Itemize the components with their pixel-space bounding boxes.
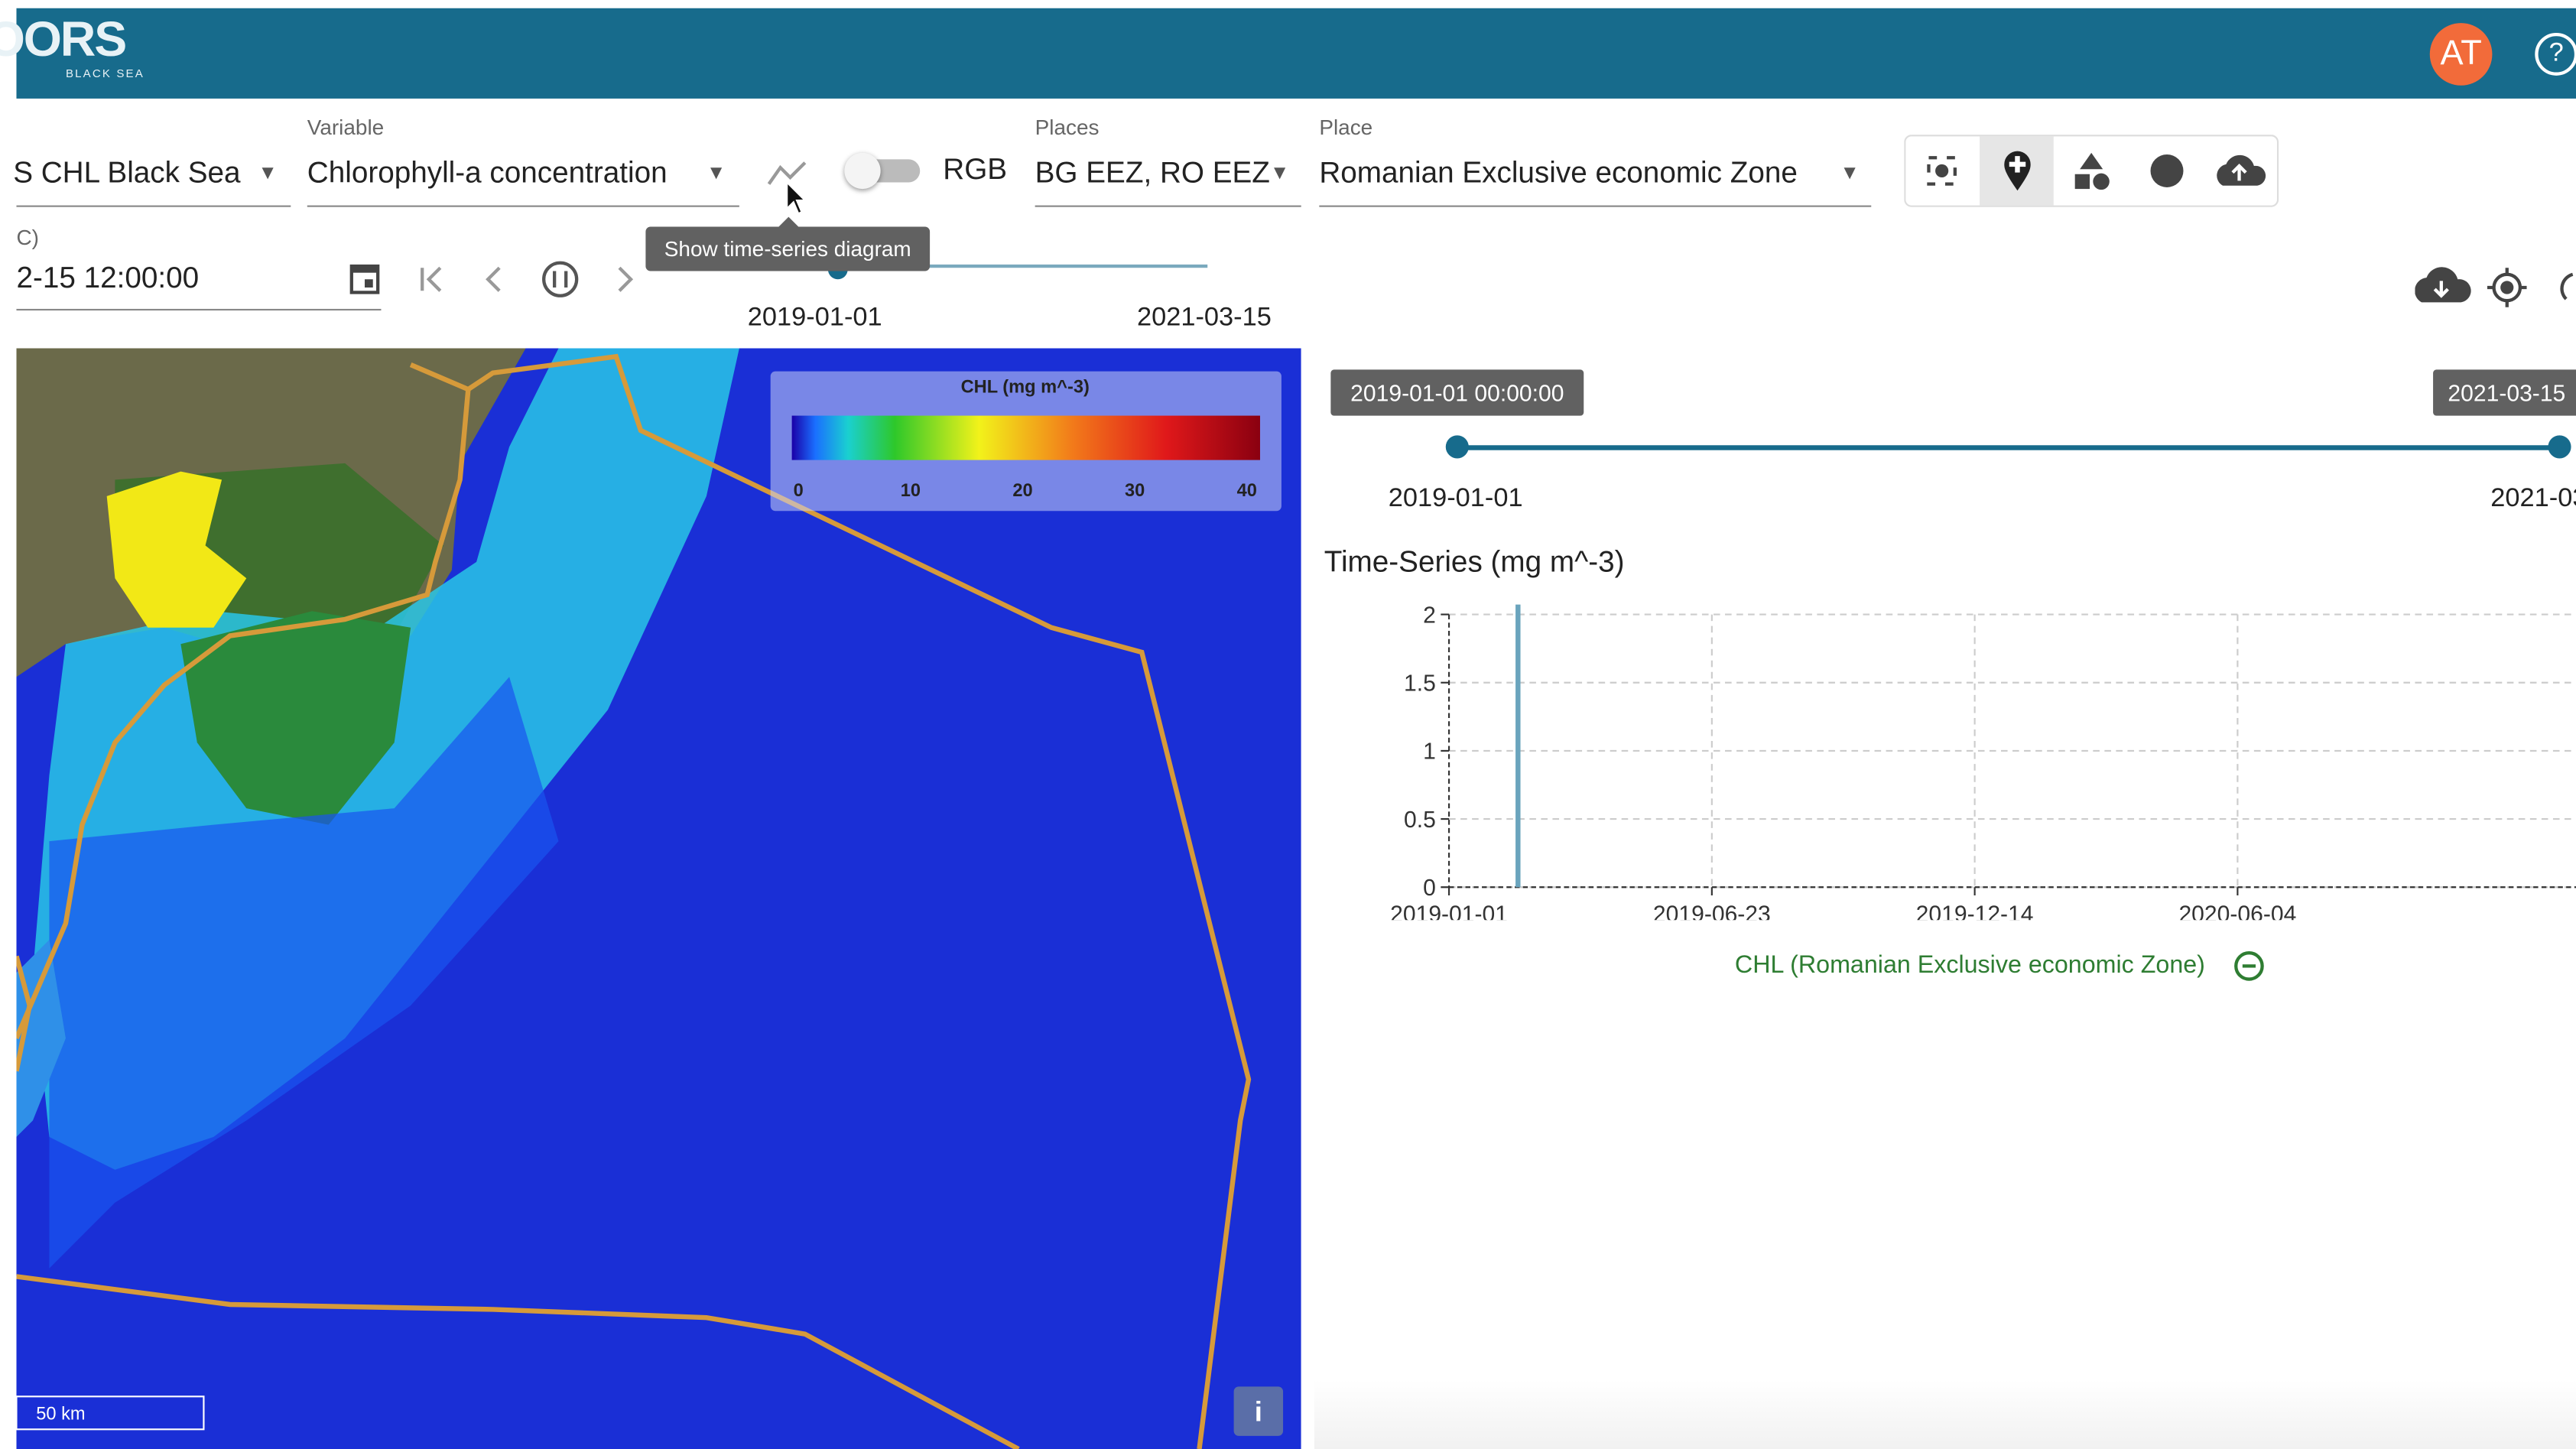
time-prefix: C)	[16, 225, 38, 249]
range-end: 2021-03-15	[1122, 304, 1286, 333]
start-bubble: 2019-01-01 00:00:00	[1330, 369, 1584, 415]
datetime-field[interactable]: 2-15 12:00:00	[16, 262, 199, 296]
map-tools	[2415, 263, 2576, 316]
y-tick-label: 1	[1423, 739, 1436, 765]
y-tick-label: 0	[1423, 876, 1436, 901]
map: CHL (mg m^-3) 0 10 20 30 40 50 km i	[16, 349, 1301, 1449]
variable-label: Variable	[307, 115, 384, 139]
underline	[307, 206, 739, 207]
places-select[interactable]: BG EEZ, RO EEZ	[1035, 156, 1270, 190]
underline	[1319, 206, 1871, 207]
calendar-button[interactable]	[352, 266, 378, 292]
x-tick-label: 2020-06-04	[2178, 902, 2296, 920]
rotate-3d-button[interactable]	[2562, 275, 2573, 299]
y-tick-label: 0.5	[1404, 807, 1436, 833]
time-series-chart: 0 0.5 1 1.5 2 2019-01-01 2019-06-23 2019-12-14 2…	[1314, 591, 2576, 920]
colorbar-tick: 40	[1237, 481, 1257, 501]
toggle-knob	[844, 153, 880, 189]
place-label: Place	[1319, 115, 1372, 139]
locate-button[interactable]	[2487, 268, 2527, 307]
underline	[1035, 206, 1301, 207]
colorbar-tick: 0	[794, 481, 804, 501]
place-select[interactable]: Romanian Exclusive economic Zone	[1319, 156, 1798, 190]
variable-select[interactable]: Chlorophyll-a concentration	[307, 156, 668, 190]
panel-end: 2021-03-15	[2490, 485, 2576, 515]
legend-remove-bar	[2243, 964, 2256, 967]
rgb-label: RGB	[943, 153, 1007, 187]
first-button[interactable]	[422, 268, 440, 291]
dropdown-arrow: ▼	[1270, 161, 1290, 184]
panel-start: 2019-01-01	[1373, 485, 1538, 515]
underline	[16, 206, 291, 207]
info-label: i	[1255, 1396, 1262, 1428]
colorbar	[792, 416, 1260, 460]
y-tick-label: 2	[1423, 603, 1436, 628]
colorbar-tick: 10	[901, 481, 921, 501]
panel-slider-knob[interactable]	[2548, 435, 2571, 458]
pause-button[interactable]	[544, 263, 577, 296]
chart-title: Time-Series (mg m^-3)	[1324, 545, 1625, 580]
chart-legend[interactable]: CHL (Romanian Exclusive economic Zone)	[1735, 951, 2205, 980]
colorbar-title: CHL (mg m^-3)	[961, 378, 1090, 398]
underline	[16, 309, 381, 310]
x-tick-label: 2019-12-14	[1916, 902, 2034, 920]
tooltip-arrow	[778, 217, 798, 227]
app: OORS BLACK SEA AT ? S CHL Black Sea ▼ Va…	[0, 0, 2576, 1449]
cursor	[785, 180, 808, 216]
colorbar-tick: 20	[1012, 481, 1032, 501]
download-button[interactable]	[2415, 267, 2470, 302]
range-start: 2019-01-01	[733, 304, 897, 333]
logo: OORS	[0, 13, 125, 69]
dropdown-arrow: ▼	[1840, 161, 1860, 184]
y-tick-label: 1.5	[1404, 671, 1436, 696]
panel-slider-knob[interactable]	[1446, 435, 1469, 458]
end-bubble: 2021-03-15	[2433, 369, 2576, 415]
panel-slider-track	[1457, 445, 2560, 450]
dropdown-arrow: ▼	[707, 161, 726, 184]
colorbar-tick: 30	[1125, 481, 1145, 501]
tool-buttons	[1904, 135, 2282, 210]
dropdown-arrow: ▼	[258, 161, 278, 184]
logo-sub: BLACK SEA	[66, 69, 145, 80]
dataset-select[interactable]: S CHL Black Sea	[13, 156, 240, 190]
prev-button[interactable]	[488, 268, 499, 291]
scale-label: 50 km	[36, 1404, 85, 1424]
circle-button[interactable]	[2151, 154, 2184, 187]
panel-bottom-shade	[1314, 1380, 2576, 1449]
places-label: Places	[1035, 115, 1100, 139]
x-tick-label: 2019-01-01	[1390, 902, 1508, 920]
next-button[interactable]	[619, 268, 631, 291]
help-button[interactable]: ?	[2535, 33, 2576, 76]
avatar[interactable]: AT	[2430, 23, 2493, 86]
top-bar	[16, 8, 2576, 99]
tooltip-text: Show time-series diagram	[645, 236, 930, 261]
x-tick-label: 2019-06-23	[1653, 902, 1771, 920]
